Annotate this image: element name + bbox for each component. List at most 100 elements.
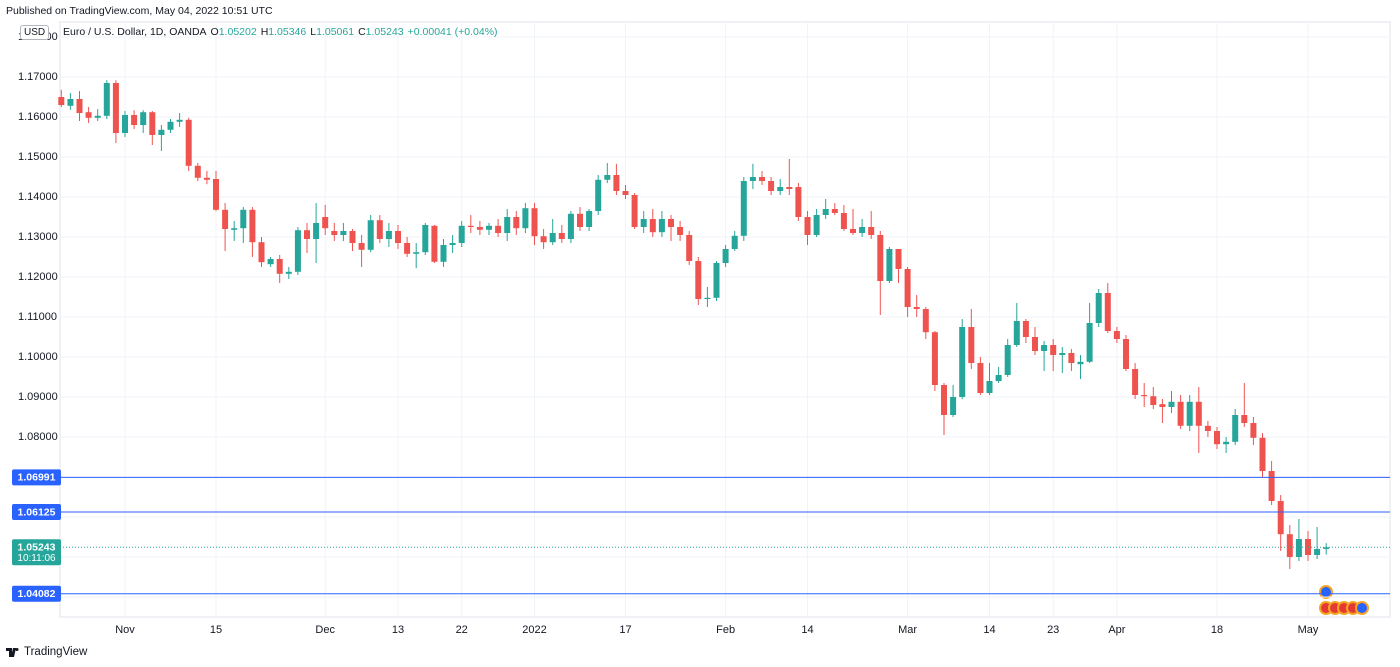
x-tick-label: Dec (315, 624, 335, 636)
candle-body (504, 217, 511, 233)
candle-body (977, 363, 984, 393)
ohlc-item: L1.05061 (310, 26, 354, 38)
candle-body (367, 220, 374, 250)
candle-body (1295, 539, 1302, 557)
candle-body (795, 187, 802, 217)
candle-body (513, 217, 520, 229)
candle-body (404, 243, 411, 254)
candle-body (1223, 441, 1230, 445)
candle-body (586, 211, 593, 227)
candle-body (577, 213, 583, 227)
x-tick-label: 14 (801, 624, 813, 636)
candle-body (1095, 293, 1102, 323)
candle-body (1041, 345, 1048, 351)
candle-body (850, 229, 856, 233)
candle-body (385, 231, 392, 239)
candle-body (895, 249, 902, 269)
plot-area (59, 21, 1391, 618)
candle-body (640, 219, 647, 227)
candle-body (1314, 549, 1321, 555)
currency-badge[interactable]: USD (20, 25, 50, 40)
price-line-label: 1.06125 (18, 506, 56, 518)
candle-body (1123, 339, 1129, 369)
candle-body (695, 261, 702, 299)
candle-body (240, 209, 247, 229)
candle-body (58, 97, 65, 105)
x-tick-label: Feb (716, 624, 735, 636)
candle-body (222, 209, 229, 229)
candle-body (1150, 396, 1157, 405)
y-tick-label: 1.08000 (18, 431, 58, 443)
x-tick-label: Mar (898, 624, 917, 636)
candle-body (304, 230, 310, 239)
candle-body (540, 236, 547, 243)
brand-name: TradingView (24, 646, 88, 658)
candle-body (458, 225, 465, 243)
candle-body (1277, 501, 1284, 535)
price-line-label: 1.06991 (18, 472, 56, 484)
candle-body (149, 112, 156, 135)
candle-body (467, 225, 474, 227)
candle-body (941, 385, 947, 415)
candle-body (449, 243, 456, 245)
candle-body (813, 215, 820, 235)
candle-body (668, 219, 674, 227)
candle-body (94, 115, 101, 118)
x-tick-label: Nov (115, 624, 135, 636)
candle-body (322, 217, 329, 229)
candle-body (294, 230, 301, 272)
candle-body (604, 175, 611, 180)
ohlc-value: 1.05346 (268, 26, 307, 38)
candle-body (613, 175, 620, 191)
candle-body (1141, 395, 1148, 397)
x-tick-label: 13 (392, 624, 404, 636)
candle-body (440, 245, 447, 262)
ohlc-value: 1.05061 (316, 26, 355, 38)
candle-body (1204, 425, 1211, 431)
candle-body (1232, 415, 1239, 442)
candle-body (349, 231, 356, 243)
y-tick-label: 1.09000 (18, 391, 58, 403)
candle-body (922, 309, 929, 333)
candle-body (340, 231, 347, 235)
candle-body (649, 219, 656, 233)
y-tick-label: 1.17000 (18, 71, 58, 83)
ohlc-key: O (210, 26, 219, 38)
candle-body (1068, 353, 1075, 363)
candle-body (276, 259, 283, 274)
candle-body (1177, 401, 1184, 426)
candles (58, 80, 1330, 569)
candle-body (913, 307, 920, 309)
candle-body (1104, 293, 1111, 331)
x-tick-label: Apr (1108, 624, 1125, 636)
candle-body (622, 191, 629, 195)
y-tick-label: 1.13000 (18, 231, 58, 243)
candle-body (1195, 401, 1202, 426)
candle-body (185, 119, 192, 166)
candle-body (1086, 323, 1093, 362)
candle-body (904, 269, 911, 307)
candle-body (267, 259, 274, 265)
candle-body (85, 112, 92, 118)
candle-body (658, 219, 665, 233)
candle-body (1214, 431, 1220, 445)
candle-body (431, 225, 438, 262)
candle-body (1323, 547, 1330, 549)
candle-body (1186, 401, 1193, 426)
brand-logo (6, 647, 19, 657)
y-tick-label: 1.11000 (18, 311, 57, 323)
candle-body (1077, 361, 1084, 365)
last-price-label-bg (12, 539, 61, 566)
candle-body (176, 119, 183, 122)
price-line-label-bg (12, 469, 61, 486)
candle-body (258, 242, 265, 263)
candle-body (167, 121, 174, 130)
x-tick-label: 15 (210, 624, 222, 636)
candle-body (103, 83, 110, 116)
candle-body (831, 209, 838, 213)
candle-body (1159, 404, 1166, 407)
x-tick-label: 18 (1211, 624, 1223, 636)
candle-body (67, 99, 74, 106)
